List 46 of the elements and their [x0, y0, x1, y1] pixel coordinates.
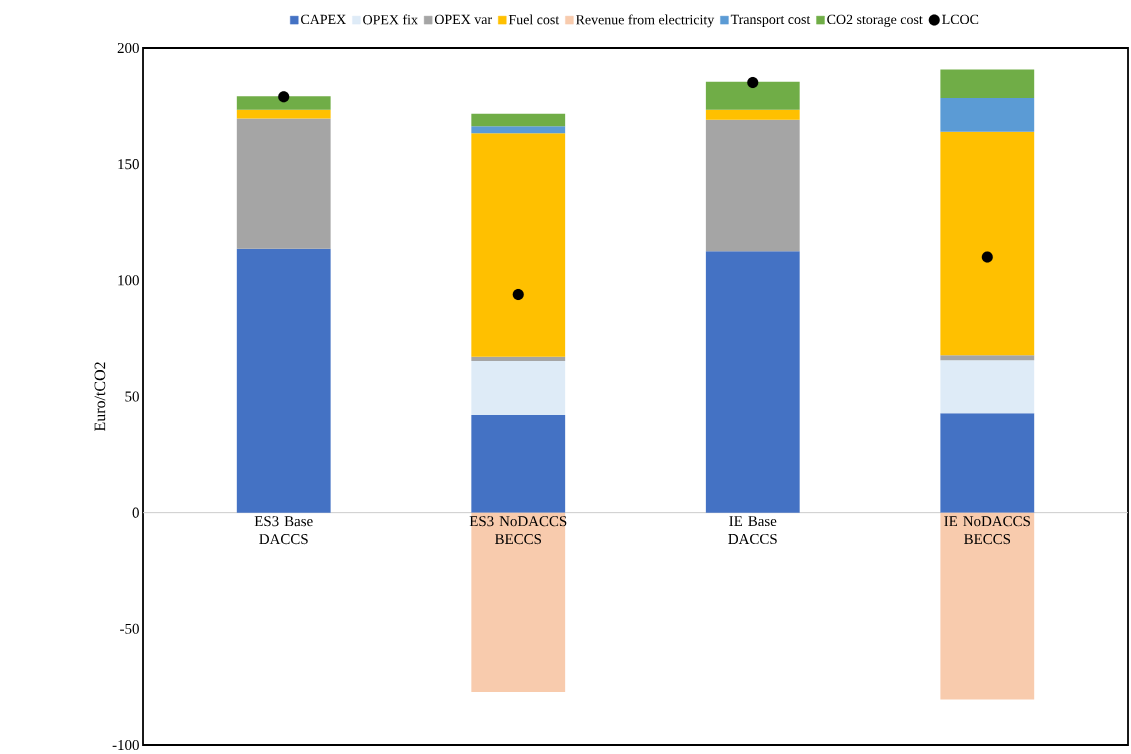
bar: [940, 413, 1035, 513]
bar: [471, 356, 566, 361]
legend-label: CAPEX: [301, 14, 346, 25]
y-tick-label: -100: [112, 739, 139, 751]
bar: [236, 248, 331, 513]
legend-label: LCOC: [942, 14, 979, 25]
bar: [471, 360, 566, 416]
bar: [471, 512, 566, 693]
y-tick-label: 150: [118, 159, 139, 170]
x-tick-label: ES3 Base DACCS: [254, 516, 313, 545]
legend-label: Fuel cost: [508, 14, 560, 25]
legend-label: Revenue from electricity: [576, 14, 715, 28]
y-tick-label: 100: [118, 275, 139, 286]
point: [981, 251, 993, 263]
point: [278, 91, 290, 103]
bar: [705, 109, 800, 120]
x-tick-label: IE Base DACCS: [728, 516, 777, 545]
point: [747, 77, 759, 89]
bar: [705, 119, 800, 252]
y-tick-label: 200: [117, 42, 139, 54]
legend-label: CO2 storage cost: [827, 14, 923, 27]
bar: [236, 109, 331, 119]
point: [512, 288, 524, 301]
legend-label: OPEX fix: [363, 14, 418, 25]
bar: [940, 512, 1035, 700]
x-tick-label: IE NoDACCS BECCS: [944, 516, 1030, 545]
bar: [471, 126, 566, 134]
bar: [940, 360, 1035, 414]
bar: [471, 133, 566, 357]
bar: [471, 113, 566, 127]
y-axis-title: Euro/tCO2: [94, 362, 106, 432]
bar: [236, 118, 331, 249]
bar: [940, 131, 1035, 356]
bar: [940, 97, 1035, 132]
bar: [236, 96, 331, 110]
legend-label: OPEX var: [434, 14, 492, 25]
bar: [705, 251, 800, 513]
bar: [705, 81, 800, 110]
bar: [940, 69, 1035, 98]
legend-label: Transport cost: [730, 14, 811, 27]
y-tick-label: 0: [132, 507, 139, 518]
bar: [940, 355, 1035, 361]
x-tick-label: ES3 NoDACCS BECCS: [469, 516, 567, 545]
y-tick-label: -50: [120, 623, 139, 634]
y-tick-label: 50: [125, 391, 139, 402]
bar: [471, 415, 566, 513]
